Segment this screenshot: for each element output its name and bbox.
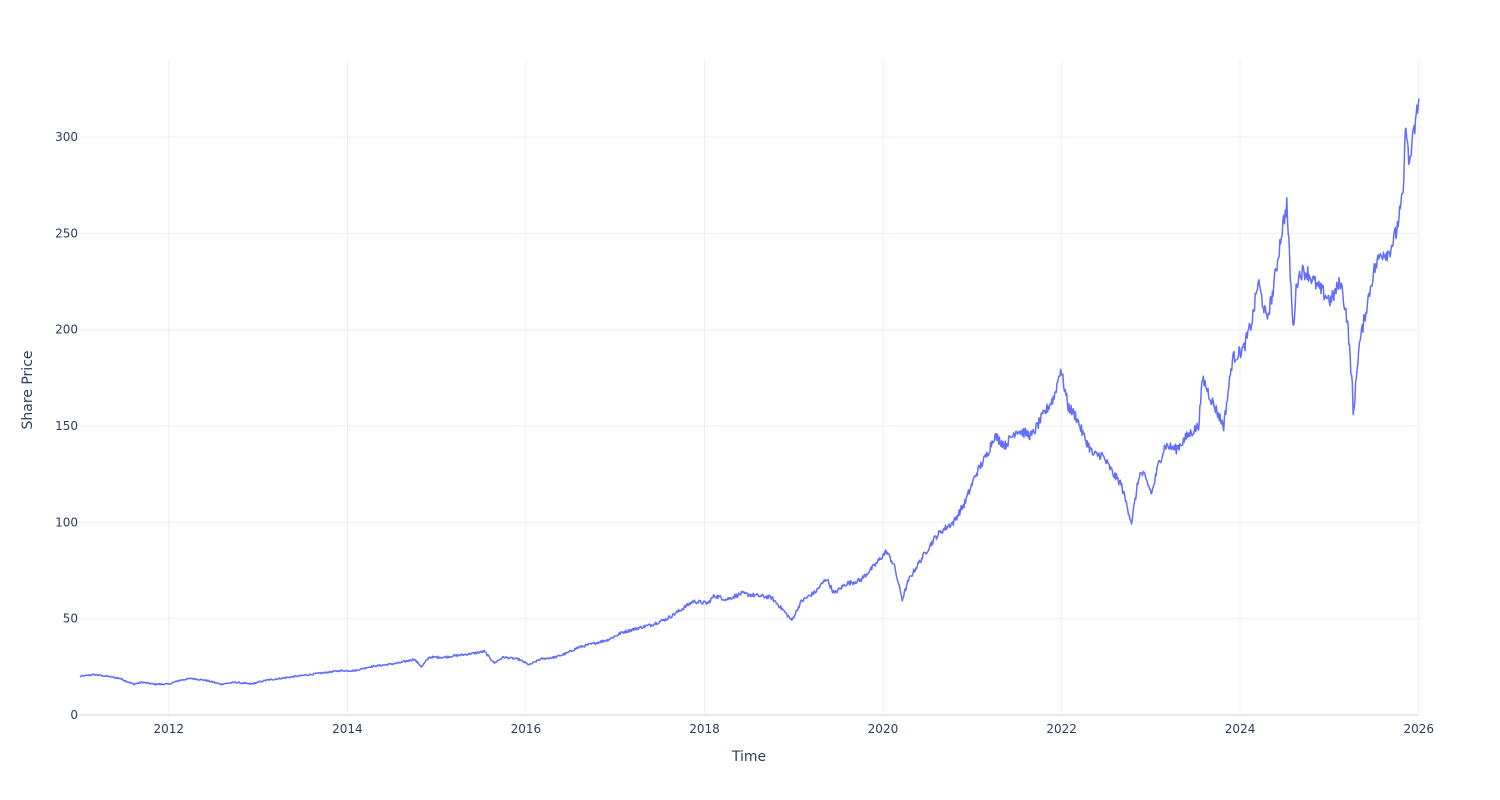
y-tick-label: 200 (55, 323, 78, 337)
x-tick-label: 2014 (332, 722, 363, 736)
x-tick-label: 2024 (1225, 722, 1256, 736)
x-tick-label: 2026 (1403, 722, 1434, 736)
y-tick-label: 0 (70, 708, 78, 722)
y-axis-tick-labels: 0 50 100 150 200 250 300 (55, 130, 78, 722)
y-axis-title: Share Price (20, 350, 36, 429)
y-tick-label: 300 (55, 130, 78, 144)
series-layer (79, 98, 1420, 686)
x-axis-title: Time (731, 749, 766, 765)
y-tick-label: 100 (55, 515, 78, 529)
y-tick-label: 250 (55, 226, 78, 240)
x-tick-label: 2020 (868, 722, 899, 736)
y-tick-label: 150 (55, 419, 78, 433)
x-tick-label: 2016 (511, 722, 542, 736)
x-axis-tick-labels: 2012 2014 2016 2018 2020 2022 2024 2026 (153, 722, 1434, 736)
x-tick-label: 2022 (1046, 722, 1077, 736)
grid-lines (80, 60, 1420, 716)
y-tick-label: 50 (63, 612, 78, 626)
share-price-line (79, 98, 1420, 686)
x-tick-label: 2012 (153, 722, 184, 736)
x-tick-label: 2018 (689, 722, 720, 736)
